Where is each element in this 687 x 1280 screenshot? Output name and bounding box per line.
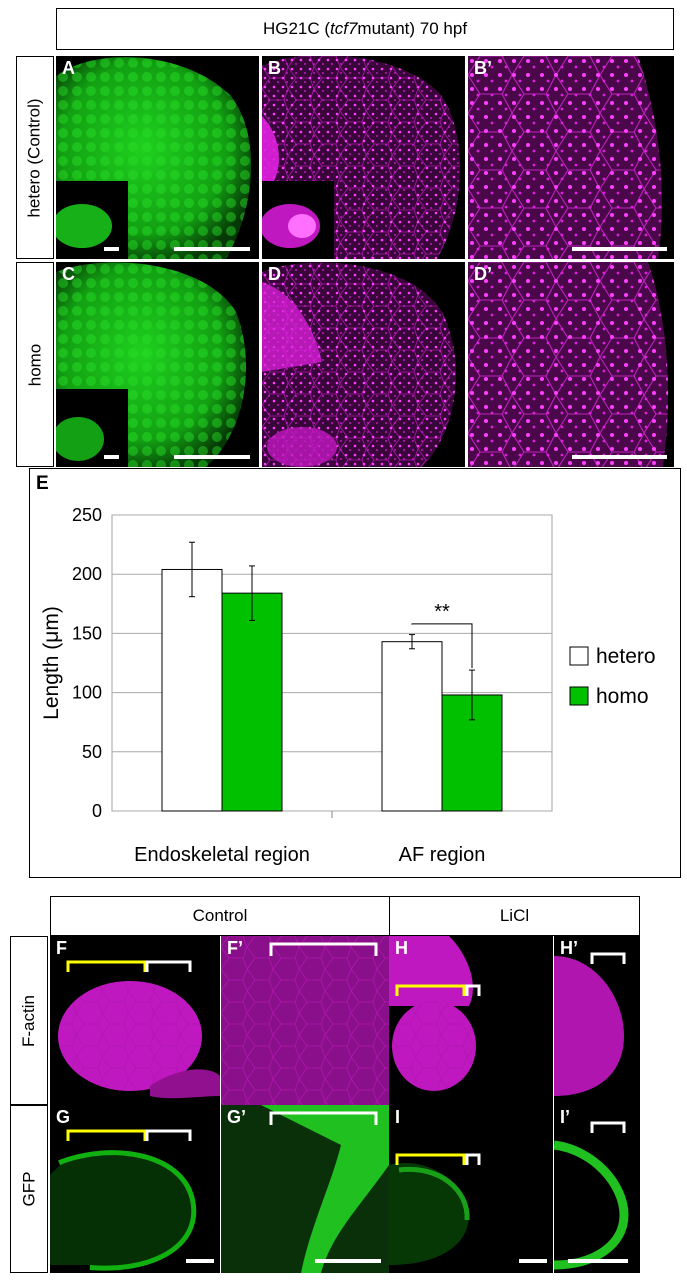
scale-bar — [174, 247, 250, 251]
scale-bar — [174, 455, 250, 459]
legend-swatch-hetero — [569, 646, 589, 666]
y-tick-label: 150 — [72, 623, 102, 643]
row-label-homo: homo — [16, 262, 54, 467]
panel-i: I — [389, 1105, 553, 1273]
y-tick-label: 200 — [72, 564, 102, 584]
inset-c — [56, 389, 128, 467]
inset-scale-bar — [104, 455, 119, 459]
chart-panel-e: E 0 50 100 150 200 250 Endoskeletal region AF r… — [29, 468, 681, 878]
panel-g: G — [50, 1105, 220, 1273]
panel-label-i-prime: I’ — [560, 1107, 571, 1127]
significance-stars: ** — [434, 601, 450, 623]
y-tick-label: 50 — [82, 742, 102, 762]
legend-swatch-homo — [569, 686, 589, 706]
panel-a: A — [56, 56, 259, 259]
bar-hetero — [161, 568, 223, 812]
col-header-control-text: Control — [192, 906, 248, 925]
panel-label-d: D — [268, 264, 281, 284]
x-category-label: AF region — [399, 844, 486, 866]
panel-f: F — [50, 936, 220, 1105]
panel-h-prime: H’ — [554, 936, 640, 1105]
panel-c: C — [56, 262, 259, 467]
panel-label-h-prime: H’ — [560, 938, 578, 958]
scale-bar — [572, 455, 667, 459]
scale-bar — [519, 1259, 547, 1263]
panel-label-a: A — [62, 58, 75, 78]
x-category-label: Endoskeletal region — [134, 844, 310, 866]
row-label-gfp-text: GFP — [18, 1171, 38, 1207]
header-prefix: HG21C ( — [262, 19, 331, 38]
row-label-factin: F-actin — [10, 936, 48, 1105]
y-axis-label: Length (μm) — [40, 606, 63, 720]
panel-label-i: I — [395, 1107, 401, 1127]
bar-chart: 0 50 100 150 200 250 Endoskeletal region AF reg… — [40, 505, 656, 866]
panel-b: B — [262, 56, 465, 259]
inset-scale-bar — [104, 247, 119, 251]
scale-bar — [315, 1259, 381, 1263]
panel-label-f: F — [56, 938, 67, 958]
y-tick-label: 0 — [92, 801, 102, 821]
legend-label-homo: homo — [596, 685, 649, 708]
panel-label-d-prime: D’ — [474, 264, 492, 284]
panel-b-prime: B’ — [468, 56, 674, 259]
panel-label-c: C — [62, 264, 75, 284]
y-tick-label: 250 — [72, 505, 102, 525]
bar-hetero — [381, 641, 443, 812]
panel-h: H — [389, 936, 553, 1105]
panel-label-g: G — [56, 1107, 71, 1127]
panel-label-f-prime: F’ — [227, 938, 243, 958]
scale-bar — [572, 247, 667, 251]
panel-g-prime: G’ — [221, 1105, 389, 1273]
scale-bar — [568, 1259, 628, 1263]
significance-bracket — [411, 623, 473, 669]
panel-label-b: B — [268, 58, 281, 78]
y-tick-label: 100 — [72, 683, 102, 703]
header-gene: tcf7 — [330, 19, 358, 38]
header-suffix: mutant) 70 hpf — [357, 19, 468, 38]
row-label-factin-text: F-actin — [19, 994, 38, 1047]
panel-label-b-prime: B’ — [474, 58, 492, 78]
panel-f-prime: F’ — [221, 936, 389, 1105]
row-label-homo-text: homo — [25, 343, 44, 386]
panel-d-prime: D’ — [468, 262, 674, 467]
row-label-hetero-text: hetero (Control) — [25, 97, 44, 218]
panel-i-prime: I’ — [554, 1105, 640, 1273]
col-header-licl-text: LiCl — [499, 906, 530, 925]
bar-homo — [221, 592, 283, 812]
col-header-licl: LiCl — [389, 896, 640, 936]
panel-d: D — [262, 262, 465, 467]
scale-bar — [186, 1259, 214, 1263]
inset-a — [56, 181, 128, 259]
panel-label-g-prime: G’ — [227, 1107, 247, 1127]
panel-label-h: H — [395, 938, 408, 958]
row-label-gfp: GFP — [10, 1105, 48, 1273]
row-label-hetero: hetero (Control) — [16, 56, 54, 259]
panel-label-e: E — [36, 473, 49, 494]
figure-header: HG21C (tcf7 mutant) 70 hpf — [56, 8, 674, 50]
inset-b — [262, 181, 334, 259]
legend-label-hetero: hetero — [596, 645, 656, 668]
col-header-control: Control — [50, 896, 390, 936]
